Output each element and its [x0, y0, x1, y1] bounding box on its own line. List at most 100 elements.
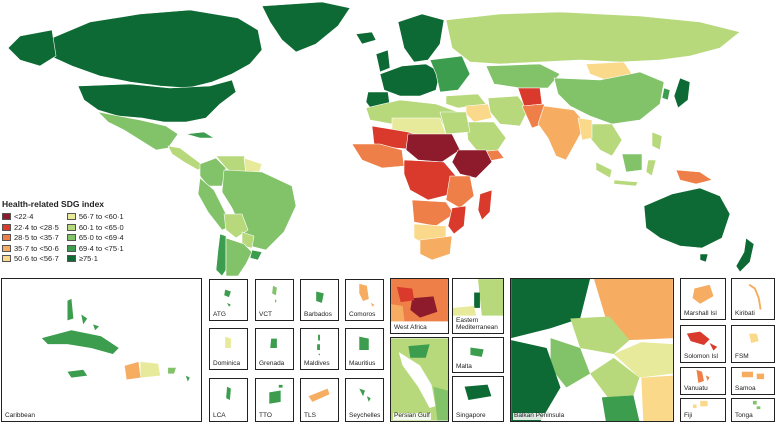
- legend-label: 69·4 to <75·1: [78, 243, 124, 253]
- legend-label: 28·5 to <35·7: [14, 233, 59, 243]
- philippines: [651, 131, 663, 151]
- inset-label-vct: VCT: [258, 311, 273, 319]
- colombia: [199, 157, 227, 187]
- cuba: [185, 131, 215, 139]
- inset-label-seychelles: Seychelles: [348, 412, 382, 420]
- east-africa: [445, 175, 475, 209]
- inset-barbados: Barbados: [300, 279, 339, 321]
- southeast-asia: [587, 123, 623, 157]
- inset-label-persian-gulf: Persian Gulf: [393, 412, 431, 420]
- inset-singapore: Singapore: [452, 376, 504, 422]
- legend-swatch: [66, 244, 76, 252]
- inset-eastern-med: Eastern Mediterranean: [452, 278, 504, 334]
- chile: [215, 233, 227, 276]
- inset-marshall: Marshall Isl: [680, 278, 726, 320]
- inset-label-balkan: Balkan Peninsula: [513, 412, 566, 420]
- inset-persian-gulf: Persian Gulf: [390, 337, 449, 422]
- inset-label-tto: TTO: [258, 412, 273, 420]
- legend-label: 22·4 to <28·5: [14, 222, 59, 232]
- legend-title: Health-related SDG index: [2, 199, 105, 209]
- inset-tls: TLS: [300, 378, 339, 422]
- inset-label-west-africa: West Africa: [393, 324, 428, 332]
- uruguay: [249, 249, 263, 261]
- inset-label-lca: LCA: [212, 412, 227, 420]
- legend-swatch: [2, 213, 11, 221]
- inset-vanuatu: Vanuatu: [680, 367, 726, 395]
- legend-item: 22·4 to <28·5: [2, 223, 59, 233]
- inset-label-mauritius: Mauritius: [348, 360, 377, 368]
- iraq-syria: [465, 103, 493, 123]
- tasmania: [699, 253, 709, 263]
- inset-tto: TTO: [255, 378, 294, 422]
- central-africa: [403, 159, 457, 201]
- legend-label: 35·7 to <50·6: [14, 243, 59, 253]
- inset-maldives: Maldives: [300, 328, 339, 370]
- inset-caribbean: Caribbean: [1, 278, 202, 422]
- inset-label-vanuatu: Vanuatu: [683, 385, 709, 393]
- legend-label: 56·7 to <60·1: [78, 212, 124, 222]
- mexico: [97, 111, 179, 151]
- egypt: [439, 111, 471, 135]
- south-africa: [419, 235, 453, 261]
- india: [537, 105, 587, 161]
- legend-swatch: [2, 244, 11, 252]
- ethiopia-somalia: [451, 149, 493, 179]
- inset-label-dominica: Dominica: [212, 360, 242, 368]
- legend-label: 60·1 to <65·0: [78, 222, 124, 232]
- chad-sudan: [405, 133, 461, 163]
- sumatra: [595, 161, 613, 179]
- legend-item: 60·1 to <65·0: [66, 222, 124, 233]
- madagascar: [477, 189, 493, 221]
- japan: [673, 77, 691, 109]
- legend-swatch: [66, 234, 76, 242]
- new-zealand: [735, 237, 755, 273]
- china: [553, 71, 665, 125]
- caribbean-map: [41, 298, 190, 382]
- world-map: [7, 1, 755, 276]
- inset-lca: LCA: [209, 378, 248, 422]
- canada: [49, 9, 263, 89]
- legend-item: 35·7 to <50·6: [2, 244, 59, 254]
- inset-label-barbados: Barbados: [303, 311, 333, 319]
- central-america: [167, 145, 205, 171]
- legend-label: 65·0 to <69·4: [78, 233, 124, 243]
- legend-swatch: [2, 234, 11, 242]
- iceland: [355, 31, 377, 45]
- legend-swatch: [2, 223, 11, 231]
- inset-comoros: Comoros: [345, 279, 384, 321]
- inset-fiji: Fiji: [680, 398, 726, 422]
- inset-label-solomon: Solomon Isl: [683, 353, 719, 361]
- uk: [375, 49, 391, 73]
- papua: [675, 169, 713, 185]
- inset-dominica: Dominica: [209, 328, 248, 370]
- legend-item: 69·4 to <75·1: [66, 243, 124, 254]
- legend-label: <22·4: [14, 212, 34, 222]
- inset-west-africa: West Africa: [390, 278, 449, 334]
- mozambique: [447, 205, 467, 235]
- legend-swatch: [66, 223, 76, 231]
- legend-item: 56·7 to <60·1: [66, 212, 124, 222]
- korea: [661, 87, 671, 101]
- inset-fsm: FSM: [731, 325, 775, 363]
- inset-vct: VCT: [255, 279, 294, 321]
- inset-label-caribbean: Caribbean: [4, 412, 36, 420]
- legend-item: 28·5 to <35·7: [2, 233, 59, 243]
- saudi-arabia: [465, 121, 507, 153]
- legend-label: 50·6 to <56·7: [14, 254, 59, 264]
- legend-swatch: [66, 213, 76, 221]
- legend: Health-related SDG index <22·4 22·4 to <…: [2, 199, 192, 264]
- inset-kiribati: Kiribati: [731, 278, 775, 320]
- legend-item: <22·4: [2, 212, 59, 222]
- inset-label-atg: ATG: [212, 311, 227, 319]
- western-europe: [379, 63, 441, 97]
- inset-grenada: Grenada: [255, 328, 294, 370]
- inset-solomon: Solomon Isl: [680, 325, 726, 363]
- inset-mauritius: Mauritius: [345, 328, 384, 370]
- java: [613, 179, 639, 187]
- inset-label-singapore: Singapore: [455, 412, 487, 420]
- legend-swatch: [2, 255, 11, 263]
- inset-label-samoa: Samoa: [734, 385, 757, 393]
- russia: [445, 11, 741, 65]
- inset-tonga: Tonga: [731, 398, 775, 422]
- usa: [77, 79, 237, 123]
